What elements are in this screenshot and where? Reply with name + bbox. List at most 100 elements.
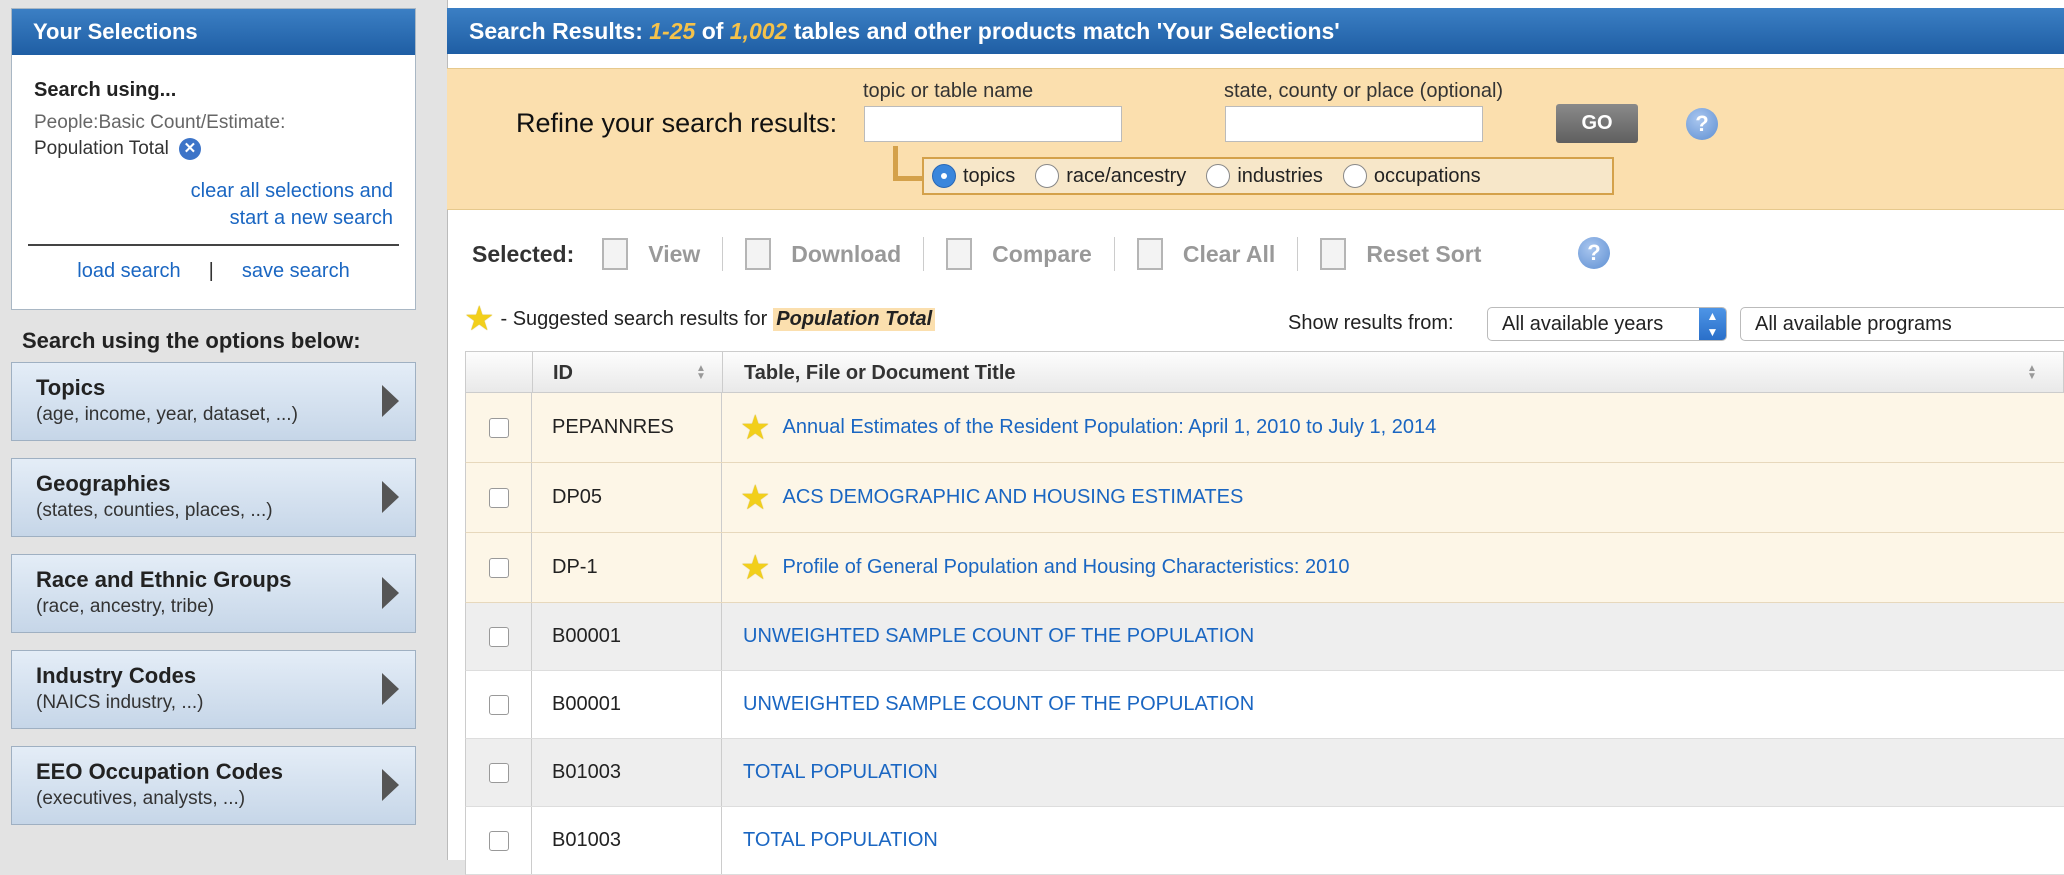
arrow-right-icon <box>382 481 399 513</box>
selection-item: Population Total ✕ <box>34 138 393 160</box>
row-checkbox[interactable] <box>488 487 509 508</box>
connector-bracket <box>893 146 928 181</box>
table-row: B01003 TOTAL POPULATION <box>465 807 2064 875</box>
row-id: B01003 <box>532 739 722 806</box>
option-subtitle: (age, income, year, dataset, ...) <box>36 404 298 425</box>
option-race-ethnic-button[interactable]: Race and Ethnic Groups (race, ancestry, … <box>11 554 416 633</box>
topic-input[interactable] <box>864 106 1122 142</box>
row-title-link[interactable]: UNWEIGHTED SAMPLE COUNT OF THE POPULATIO… <box>743 693 1255 715</box>
refine-label: Refine your search results: <box>516 108 838 138</box>
results-range: 1-25 <box>649 18 696 44</box>
selected-label: Selected: <box>472 240 575 267</box>
clear-all-icon <box>1136 238 1163 270</box>
years-select-value: All available years <box>1502 313 1664 335</box>
row-title-cell: ★ Profile of General Population and Hous… <box>722 548 2064 587</box>
radio-occupations[interactable]: occupations <box>1342 164 1481 188</box>
row-checkbox[interactable] <box>488 762 509 783</box>
row-title-link[interactable]: TOTAL POPULATION <box>743 829 938 851</box>
arrow-right-icon <box>382 673 399 705</box>
radio-label: industries <box>1237 164 1323 187</box>
results-suffix: tables and other products match 'Your Se… <box>793 18 1340 44</box>
table-row: B01003 TOTAL POPULATION <box>465 739 2064 807</box>
reset-sort-button[interactable]: Reset Sort <box>1320 238 1481 270</box>
download-label: Download <box>791 240 902 267</box>
load-search-link[interactable]: load search <box>77 260 181 282</box>
title-column-label: Table, File or Document Title <box>744 362 1016 384</box>
toolbar-separator <box>722 237 724 271</box>
view-button[interactable]: View <box>602 238 700 270</box>
option-eeo-occupation-button[interactable]: EEO Occupation Codes (executives, analys… <box>11 746 416 825</box>
selection-category: People:Basic Count/Estimate: <box>34 112 286 133</box>
clear-all-button[interactable]: Clear All <box>1136 238 1275 270</box>
option-title: Race and Ethnic Groups <box>36 567 292 592</box>
star-icon: ★ <box>740 548 771 587</box>
search-links: load search | save search <box>34 260 393 283</box>
show-results-label: Show results from: <box>1288 312 1454 334</box>
your-selections-panel: Your Selections Search using... People:B… <box>11 8 416 310</box>
star-icon: ★ <box>464 300 495 338</box>
row-title-link[interactable]: UNWEIGHTED SAMPLE COUNT OF THE POPULATIO… <box>743 625 1255 647</box>
row-checkbox-cell <box>466 463 532 532</box>
id-column-header[interactable]: ID ▲ ▼ <box>533 352 723 392</box>
radio-button[interactable] <box>1206 164 1231 188</box>
option-topics-button[interactable]: Topics (age, income, year, dataset, ...) <box>11 362 416 441</box>
row-title-cell: UNWEIGHTED SAMPLE COUNT OF THE POPULATIO… <box>722 693 2064 716</box>
link-separator: | <box>208 260 214 282</box>
row-title-link[interactable]: Profile of General Population and Housin… <box>782 556 1350 578</box>
row-checkbox[interactable] <box>488 626 509 647</box>
view-label: View <box>648 240 701 267</box>
clear-all-selections-link[interactable]: clear all selections and start a new sea… <box>34 178 393 232</box>
your-selections-heading: Your Selections <box>12 9 415 55</box>
row-checkbox[interactable] <box>488 417 509 438</box>
row-title-cell: UNWEIGHTED SAMPLE COUNT OF THE POPULATIO… <box>722 625 2064 648</box>
radio-topics[interactable]: topics <box>932 164 1015 188</box>
title-column-header[interactable]: Table, File or Document Title ▲ ▼ <box>723 352 2063 392</box>
results-table: ID ▲ ▼ Table, File or Document Title ▲ ▼ P… <box>465 351 2064 875</box>
row-title-link[interactable]: TOTAL POPULATION <box>743 761 938 783</box>
results-of: of <box>701 18 724 44</box>
option-industry-codes-button[interactable]: Industry Codes (NAICS industry, ...) <box>11 650 416 729</box>
geo-input[interactable] <box>1225 106 1483 142</box>
suggested-keyword: Population Total <box>773 307 936 331</box>
save-search-link[interactable]: save search <box>241 260 350 282</box>
row-id: DP-1 <box>532 533 722 602</box>
option-geographies-button[interactable]: Geographies (states, counties, places, .… <box>11 458 416 537</box>
clear-link-line1: clear all selections and <box>190 180 393 202</box>
radio-race-ancestry[interactable]: race/ancestry <box>1035 164 1186 188</box>
option-subtitle: (states, counties, places, ...) <box>36 500 273 521</box>
download-icon <box>745 238 772 270</box>
row-checkbox-cell <box>466 739 532 806</box>
view-icon <box>602 238 629 270</box>
search-results-header: Search Results: 1-25 of 1,002 tables and… <box>447 8 2064 54</box>
programs-select[interactable]: All available programs <box>1740 307 2064 341</box>
compare-button[interactable]: Compare <box>946 238 1092 270</box>
table-row: PEPANNRES ★ Annual Estimates of the Resi… <box>465 393 2064 463</box>
suggested-text: - Suggested search results for <box>500 307 768 330</box>
table-row: B00001 UNWEIGHTED SAMPLE COUNT OF THE PO… <box>465 671 2064 739</box>
radio-label: occupations <box>1373 164 1481 187</box>
radio-button[interactable] <box>932 164 956 188</box>
toolbar-help-icon[interactable]: ? <box>1578 237 1610 269</box>
row-checkbox[interactable] <box>488 830 509 851</box>
row-id: B01003 <box>532 807 722 874</box>
radio-label: race/ancestry <box>1066 164 1187 187</box>
radio-industries[interactable]: industries <box>1206 164 1323 188</box>
compare-label: Compare <box>992 240 1092 267</box>
table-row: DP-1 ★ Profile of General Population and… <box>465 533 2064 603</box>
row-title-link[interactable]: ACS DEMOGRAPHIC AND HOUSING ESTIMATES <box>782 486 1244 508</box>
toolbar-separator <box>923 237 925 271</box>
radio-button[interactable] <box>1342 164 1367 188</box>
row-checkbox[interactable] <box>488 557 509 578</box>
remove-selection-icon[interactable]: ✕ <box>178 138 201 160</box>
download-button[interactable]: Download <box>745 238 901 270</box>
years-select[interactable]: All available years ▲ ▼ <box>1487 307 1727 341</box>
row-checkbox[interactable] <box>488 694 509 715</box>
help-icon[interactable]: ? <box>1686 108 1718 140</box>
geo-input-label: state, county or place (optional) <box>1224 80 1504 102</box>
radio-button[interactable] <box>1035 164 1060 188</box>
row-title-link[interactable]: Annual Estimates of the Resident Populat… <box>782 416 1437 438</box>
option-title: Topics <box>36 375 106 400</box>
go-button[interactable]: GO <box>1556 104 1638 143</box>
row-checkbox-cell <box>466 533 532 602</box>
compare-icon <box>946 238 973 270</box>
